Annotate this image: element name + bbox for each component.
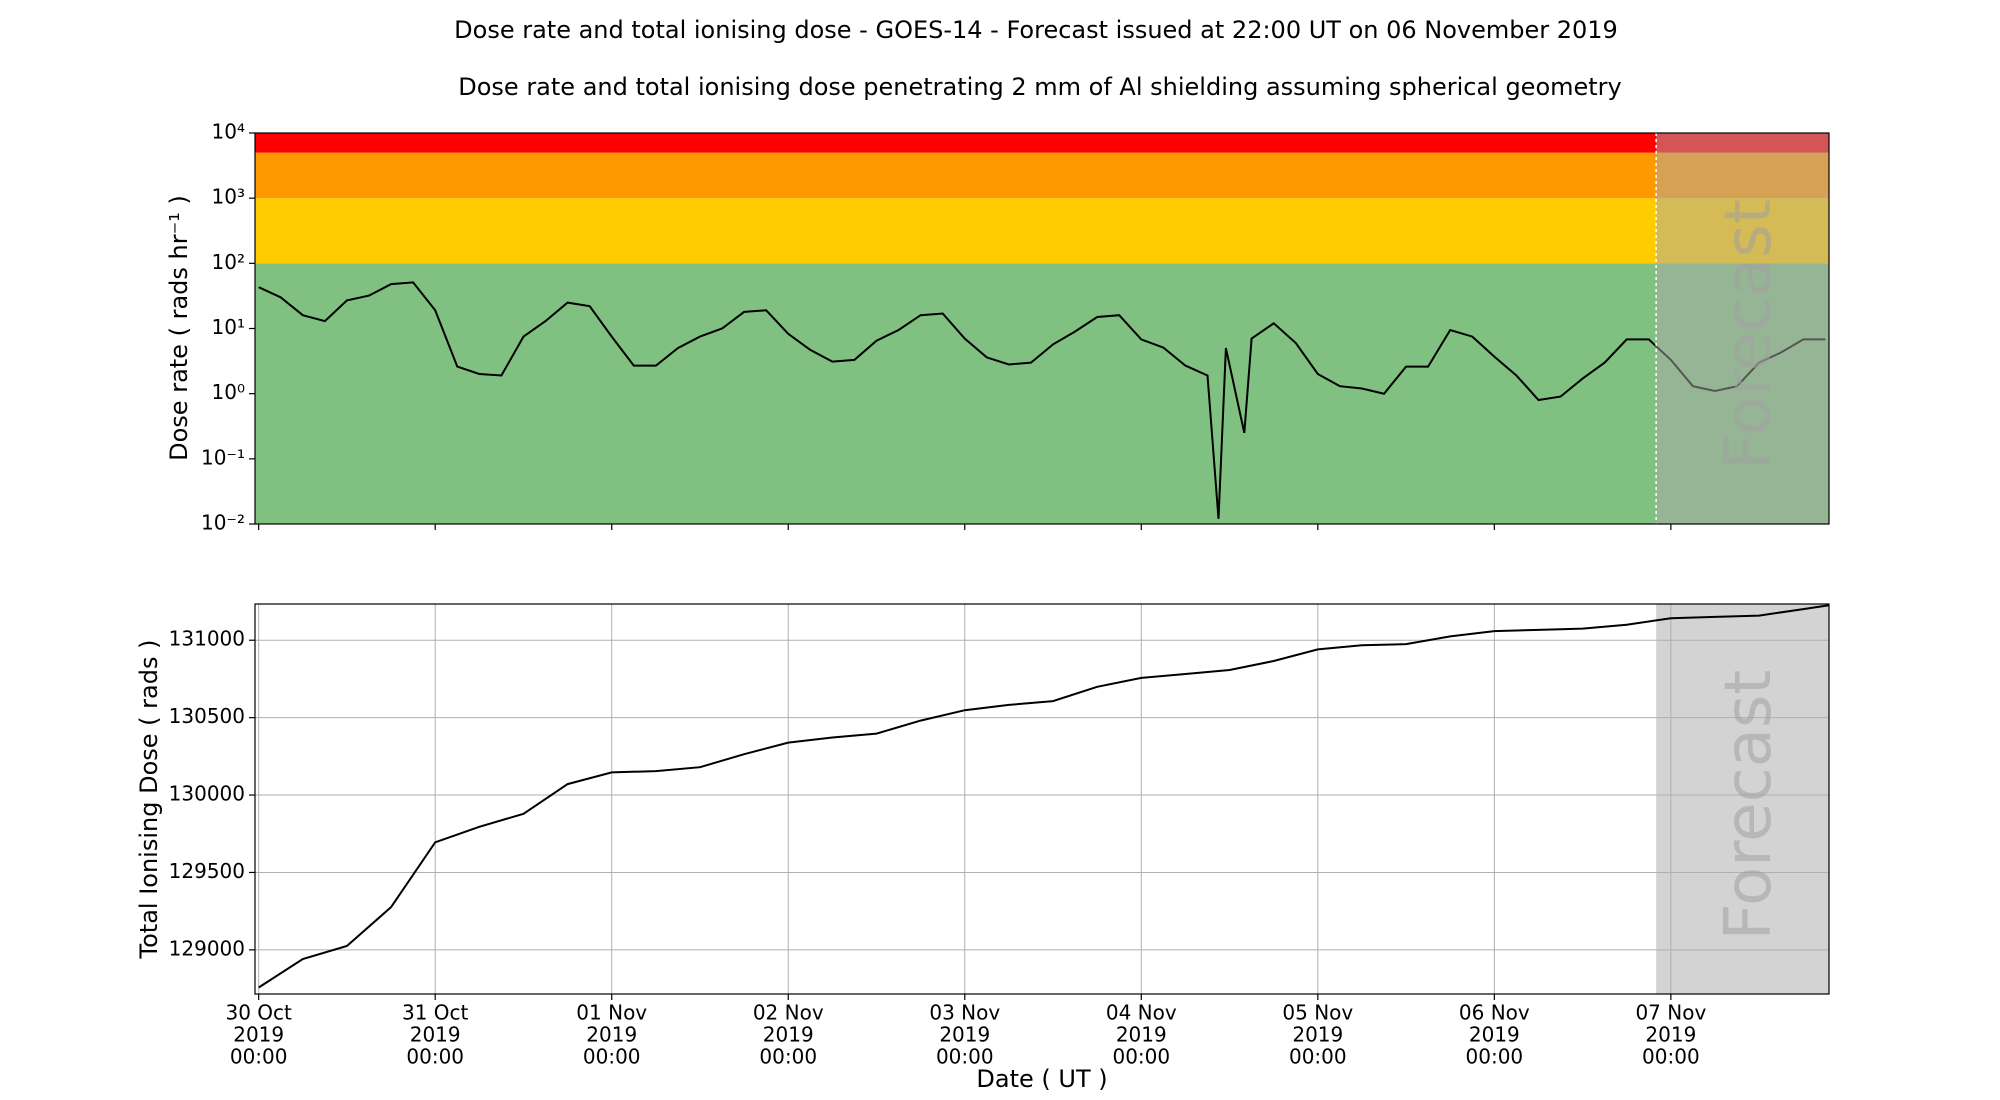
x-tick-label: 05 Nov [1282,1001,1353,1025]
x-tick-label: 2019 [763,1023,814,1047]
chart-title: Dose rate and total ionising dose - GOES… [454,16,1618,44]
threshold-band [255,133,1829,153]
x-tick-label: 2019 [1116,1023,1167,1047]
x-tick-label: 00:00 [230,1045,288,1069]
x-tick-label: 00:00 [1112,1045,1170,1069]
x-tick-label: 07 Nov [1635,1001,1706,1025]
x-tick-label: 01 Nov [576,1001,647,1025]
x-tick-label: 2019 [410,1023,461,1047]
x-tick-label: 00:00 [406,1045,464,1069]
x-tick-label: 2019 [939,1023,990,1047]
forecast-label: Forecast [1712,670,1786,941]
x-tick-label: 00:00 [1466,1045,1524,1069]
x-tick-label: 30 Oct [225,1001,292,1025]
forecast-region [1656,133,1829,524]
x-tick-label: 2019 [586,1023,637,1047]
x-tick-label: 31 Oct [402,1001,469,1025]
forecast-region [1656,604,1829,994]
x-tick-label: 2019 [1292,1023,1343,1047]
threshold-band [255,198,1829,264]
forecast-label: Forecast [1712,199,1786,470]
y-tick-label: 130000 [169,782,245,806]
x-tick-label: 02 Nov [753,1001,824,1025]
x-tick-label: 00:00 [1289,1045,1347,1069]
y-tick-label: 129500 [169,859,245,883]
x-tick-label: 2019 [233,1023,284,1047]
threshold-band [255,263,1829,524]
y-axis-label: Dose rate ( rads hr⁻¹ ) [165,195,193,461]
x-tick-label: 00:00 [583,1045,641,1069]
x-axis-label: Date ( UT ) [976,1065,1107,1093]
plot-frame [254,603,1830,995]
data-line [258,604,1830,989]
threshold-band [255,152,1829,199]
y-tick-label: 131000 [169,627,245,651]
y-tick-label: 10⁴ [212,120,245,144]
x-tick-label: 00:00 [759,1045,817,1069]
chart-subtitle: Dose rate and total ionising dose penetr… [458,73,1622,101]
y-tick-label: 10³ [212,185,245,209]
y-axis-label: Total Ionising Dose ( rads ) [135,640,163,960]
x-tick-label: 03 Nov [929,1001,1000,1025]
y-tick-label: 10⁻¹ [201,445,245,469]
y-tick-label: 130500 [169,704,245,728]
x-tick-label: 00:00 [1642,1045,1700,1069]
data-line [258,281,1826,519]
x-tick-label: 04 Nov [1106,1001,1177,1025]
y-tick-label: 10⁰ [212,380,245,404]
x-tick-label: 2019 [1645,1023,1696,1047]
x-tick-label: 2019 [1469,1023,1520,1047]
y-tick-label: 10⁻² [201,511,245,535]
x-tick-label: 00:00 [936,1045,994,1069]
plot-frame [254,132,1830,525]
y-tick-label: 129000 [169,936,245,960]
y-tick-label: 10² [212,250,245,274]
y-tick-label: 10¹ [212,315,245,339]
x-tick-label: 06 Nov [1459,1001,1530,1025]
